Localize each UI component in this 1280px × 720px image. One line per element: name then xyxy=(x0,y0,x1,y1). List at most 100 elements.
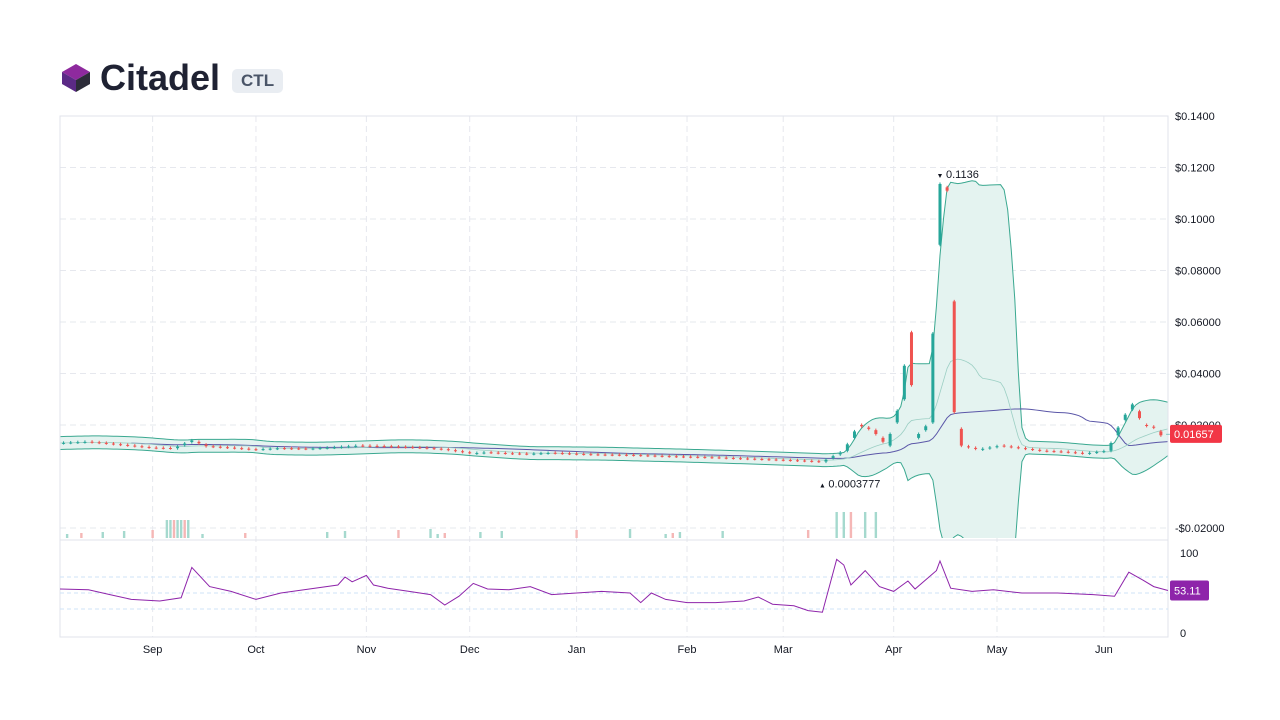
volume-bar xyxy=(479,532,482,538)
rsi-tick-label: 100 xyxy=(1180,548,1198,560)
candle-body xyxy=(482,452,486,454)
volume-bar xyxy=(101,532,104,538)
candle-body xyxy=(90,441,94,443)
candle-body xyxy=(717,457,721,459)
volume-bar xyxy=(806,530,810,538)
candle-body xyxy=(1031,449,1035,451)
candle-body xyxy=(304,448,308,450)
candle-body xyxy=(396,446,400,448)
candle-body xyxy=(1002,445,1006,447)
candle-body xyxy=(247,448,251,450)
volume-bar xyxy=(65,534,69,538)
candle-body xyxy=(924,426,928,431)
rsi-value-tag xyxy=(1170,580,1209,601)
rsi-value-label: 53.11 xyxy=(1174,586,1201,598)
candle-body xyxy=(539,453,543,455)
candle-body xyxy=(1123,414,1127,420)
volume-bar xyxy=(863,512,867,538)
volume-bar xyxy=(165,520,169,538)
candle-body xyxy=(931,333,935,423)
candle-body xyxy=(567,453,571,455)
volume-bar xyxy=(122,531,126,538)
candle-body xyxy=(589,454,593,456)
candle-body xyxy=(988,447,992,449)
candle-body xyxy=(767,459,771,461)
candle-body xyxy=(1059,451,1063,453)
candle-body xyxy=(746,458,750,460)
candle-body xyxy=(966,446,970,448)
candle-body xyxy=(1102,451,1106,453)
candle-body xyxy=(1009,446,1013,448)
candle-body xyxy=(1137,411,1141,419)
annotation-label: 0.0003777 xyxy=(828,479,880,491)
candle-body xyxy=(432,448,436,450)
volume-bar xyxy=(500,531,503,538)
volume-bar xyxy=(429,529,432,538)
price-tick-label: $0.08000 xyxy=(1175,266,1221,278)
candle-body xyxy=(917,434,921,438)
candle-body xyxy=(354,445,358,447)
time-tick-label: May xyxy=(987,644,1008,656)
candle-body xyxy=(332,447,336,449)
candlestick-series xyxy=(62,182,1170,464)
candle-body xyxy=(325,447,329,449)
annotation-marker xyxy=(937,173,942,178)
candle-body xyxy=(560,453,564,455)
candle-body xyxy=(290,448,294,450)
candle-body xyxy=(617,454,621,456)
candle-body xyxy=(225,447,229,449)
candle-body xyxy=(696,456,700,458)
chart-border xyxy=(59,115,1169,638)
candle-body xyxy=(610,454,614,456)
volume-bar xyxy=(835,512,838,538)
volume-bar xyxy=(678,532,682,538)
band-upper-line xyxy=(60,180,1168,455)
volume-bar xyxy=(244,533,247,538)
candle-body xyxy=(1080,452,1084,454)
candle-body xyxy=(582,453,586,455)
candle-body xyxy=(1130,404,1134,410)
candle-body xyxy=(339,446,343,448)
candle-body xyxy=(147,446,151,448)
volume-bar xyxy=(151,530,154,538)
candle-body xyxy=(104,442,108,444)
candle-body xyxy=(952,301,956,413)
candle-body xyxy=(603,454,607,456)
volume-bar xyxy=(176,520,179,538)
candle-body xyxy=(909,332,913,386)
bollinger-band xyxy=(60,180,1168,538)
volume-bar xyxy=(183,520,186,538)
candle-body xyxy=(852,431,856,438)
candle-body xyxy=(297,448,301,450)
candle-body xyxy=(404,446,408,448)
candle-body xyxy=(282,448,286,450)
candle-body xyxy=(347,446,351,448)
candle-body xyxy=(510,453,514,455)
candle-body xyxy=(69,442,73,444)
volume-bar xyxy=(169,520,172,538)
price-annotations: 0.1136 0.0003777 xyxy=(820,169,979,491)
candle-body xyxy=(974,447,978,449)
candle-body xyxy=(689,456,693,458)
candle-body xyxy=(140,446,144,448)
volume-bar xyxy=(179,520,183,538)
annotation-label: 0.1136 xyxy=(946,169,979,181)
candle-body xyxy=(995,446,999,448)
volume-bar xyxy=(664,534,667,538)
candle-body xyxy=(204,444,208,447)
candle-body xyxy=(197,441,201,444)
candle-body xyxy=(168,448,172,450)
candle-body xyxy=(795,460,799,462)
candle-body xyxy=(959,428,963,446)
candle-body xyxy=(781,459,785,461)
candle-body xyxy=(774,459,778,461)
time-tick-label: Feb xyxy=(678,644,697,656)
volume-bar xyxy=(80,533,83,538)
candle-body xyxy=(183,443,187,446)
ma-group xyxy=(60,358,1168,461)
price-tick-label: $0.1400 xyxy=(1175,111,1215,123)
last-price-tag xyxy=(1170,424,1222,443)
candle-body xyxy=(731,457,735,459)
candle-body xyxy=(938,183,942,245)
